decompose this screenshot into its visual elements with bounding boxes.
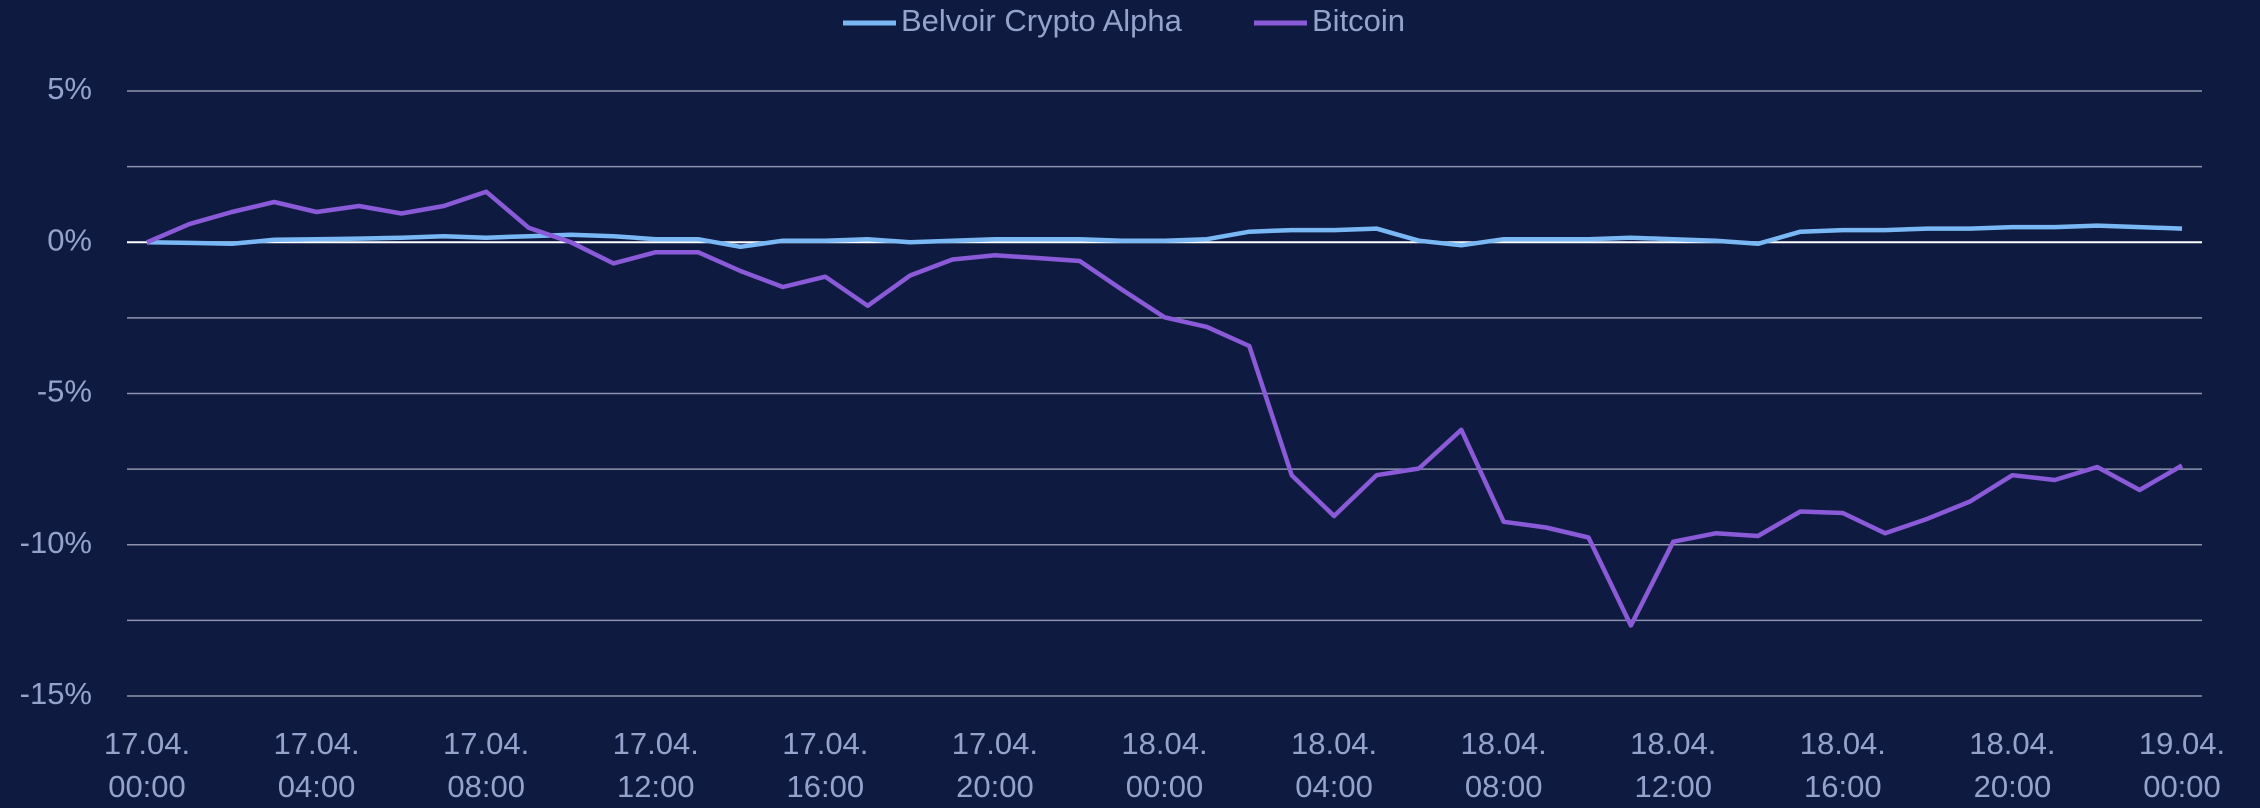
y-tick-label: -15% [20,676,92,711]
x-tick-label: 19.04. 00:00 [2138,726,2226,804]
x-tick-label: 18.04. 16:00 [1799,726,1886,804]
legend-label: Belvoir Crypto Alpha [901,3,1183,38]
y-tick-label: -10% [20,525,92,560]
x-tick-label: 17.04. 08:00 [443,726,530,804]
x-tick-label: 18.04. 04:00 [1290,726,1378,804]
x-tick-label: 17.04. 04:00 [273,726,360,804]
x-tick-label: 18.04. 00:00 [1121,726,1208,804]
y-tick-label: -5% [37,374,92,409]
series-line [146,223,2183,250]
x-tick-label: 17.04. 00:00 [103,726,191,804]
legend-label: Bitcoin [1312,3,1405,38]
series-line [146,189,2184,628]
y-tick-label: 0% [47,222,92,257]
x-tick-label: 18.04. 20:00 [1969,726,2056,804]
x-tick-label: 18.04. 12:00 [1630,726,1717,804]
x-tick-label: 18.04. 08:00 [1460,726,1547,804]
x-tick-label: 17.04. 16:00 [782,726,869,804]
x-tick-label: 17.04. 12:00 [612,726,699,804]
x-tick-label: 17.04. 20:00 [951,726,1038,804]
y-tick-label: 5% [47,71,92,106]
